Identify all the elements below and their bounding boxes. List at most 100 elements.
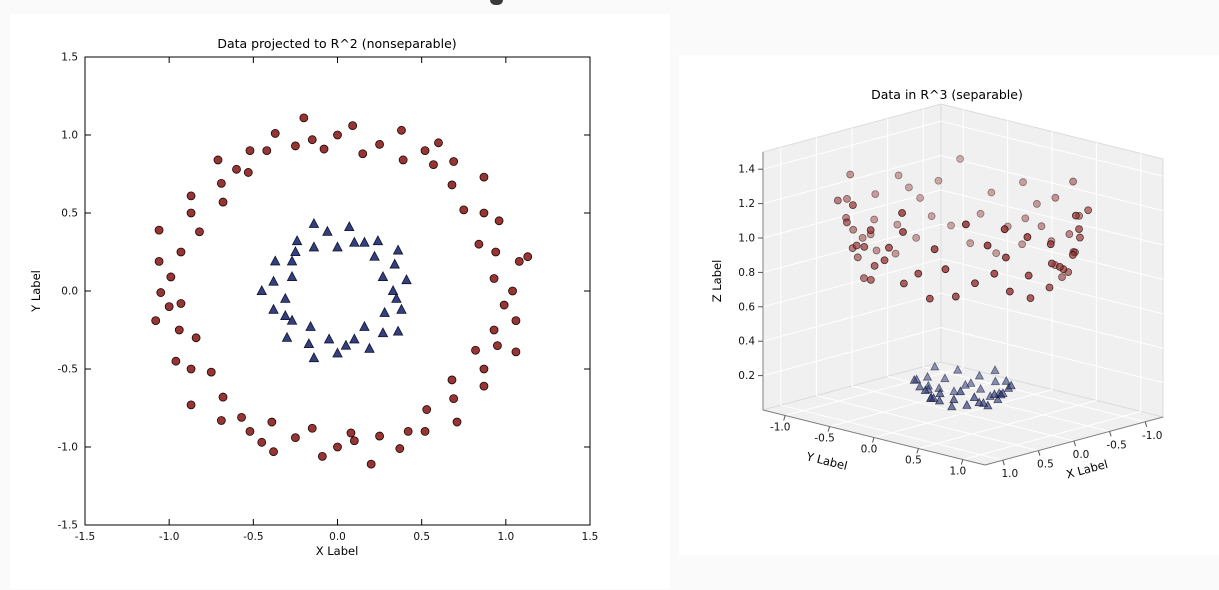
data-point-triangle: [928, 393, 939, 402]
data-point-circle: [983, 241, 992, 250]
data-point-circle: [429, 160, 438, 170]
data-point-circle: [1001, 253, 1010, 262]
data-point-circle: [218, 197, 228, 207]
data-point-circle: [499, 300, 509, 310]
data-point-circle: [333, 442, 342, 452]
plot-area-3d: 1.0 0.5 0.0 -0.5 -1.0 -1.0 -0.5 0.0 0.5 1.0 0.2 0.4…: [738, 103, 1165, 480]
data-point-triangle: [359, 236, 370, 247]
data-point-triangle: [369, 250, 380, 261]
y-tick-label: -1.5: [58, 520, 79, 532]
data-point-circle: [151, 316, 161, 326]
data-point-circle: [176, 247, 186, 257]
data-point-triangle: [286, 314, 298, 325]
data-point-circle: [956, 154, 965, 163]
data-point-circle: [397, 125, 406, 135]
x-tick-label: 0.0: [1073, 449, 1090, 461]
data-point-circle: [523, 252, 533, 262]
data-point-circle: [474, 239, 484, 249]
data-point-circle: [349, 436, 359, 446]
z-tick-label: 0.6: [738, 301, 755, 313]
data-point-circle: [1024, 271, 1033, 280]
x-tick-label: 1.0: [1001, 468, 1018, 480]
data-point-circle: [245, 146, 255, 156]
data-point-circle: [243, 168, 253, 177]
z-tick-label: 1.4: [738, 164, 755, 176]
data-point-circle: [899, 279, 908, 288]
data-point-circle: [471, 345, 480, 355]
data-point-circle: [366, 459, 376, 469]
data-point-triangle: [372, 235, 384, 246]
data-point-circle: [164, 302, 174, 312]
data-point-triangle: [305, 320, 316, 331]
data-point-triangle: [996, 389, 1006, 399]
data-point-circle: [319, 144, 329, 154]
data-point-circle: [1071, 211, 1080, 220]
data-point-triangle: [920, 385, 930, 395]
data-point-circle: [1058, 273, 1066, 282]
data-point-circle: [914, 269, 923, 278]
data-point-circle: [508, 286, 517, 296]
y-tick-label: 0.0: [861, 444, 878, 456]
data-point-circle: [186, 208, 196, 218]
data-point-circle: [489, 325, 499, 335]
data-point-circle: [870, 215, 879, 224]
data-point-circle: [291, 141, 300, 151]
data-point-triangle: [1001, 375, 1011, 385]
data-point-circle: [987, 188, 996, 197]
data-point-circle: [262, 146, 272, 156]
data-point-circle: [842, 218, 851, 227]
data-point-circle: [186, 191, 196, 201]
data-point-triangle: [990, 365, 1000, 374]
data-point-triangle: [392, 325, 404, 336]
data-point-circle: [346, 428, 356, 438]
data-point-circle: [843, 194, 851, 203]
data-point-triangle: [935, 388, 945, 398]
data-point-circle: [833, 196, 842, 205]
data-point-triangle: [286, 271, 298, 281]
data-point-circle: [860, 242, 869, 251]
data-point-circle: [514, 256, 524, 266]
data-point-triangle: [930, 361, 940, 371]
scatter-3d-figure: 1.0 0.5 0.0 -0.5 -1.0 -1.0 -0.5 0.0 0.5 1.0 0.2 0.4…: [679, 55, 1219, 555]
chart2d-title: Data projected to R^2 (nonseparable): [217, 36, 456, 51]
data-point-circle: [1075, 225, 1083, 233]
data-point-triangle: [322, 225, 333, 236]
x-tick-label: -1.0: [1142, 430, 1163, 442]
data-point-triangle: [379, 306, 390, 317]
data-point-circle: [912, 233, 921, 242]
data-point-circle: [191, 333, 201, 343]
data-point-triangle: [291, 235, 303, 246]
grid-line: [873, 389, 1053, 438]
data-point-triangle: [349, 333, 360, 344]
plot-area-2d: -1.5 -1.0 -0.5 0.0 0.5 1.0 1.5 -1.5 -1.0 -0.5 0.0 0…: [58, 52, 599, 544]
data-point-circle: [420, 426, 430, 436]
y-tick-label: 1.0: [61, 130, 78, 142]
data-point-triangle: [974, 397, 984, 407]
data-point-triangle: [387, 285, 399, 295]
data-point-triangle: [989, 389, 1000, 399]
data-point-triangle: [332, 241, 343, 252]
x-tick: [1144, 421, 1148, 427]
data-point-triangle: [940, 373, 950, 383]
data-point-triangle: [909, 374, 919, 384]
grid-line: [762, 120, 942, 170]
data-point-triangle: [955, 386, 966, 396]
data-point-circle: [232, 164, 241, 174]
data-point-circle: [218, 392, 228, 402]
data-point-circle: [992, 249, 1001, 258]
data-point-triangle: [391, 292, 402, 303]
data-point-triangle: [308, 217, 320, 228]
data-point-circle: [489, 274, 499, 283]
data-point-circle: [307, 135, 317, 145]
data-point-circle: [870, 261, 879, 270]
data-point-circle: [866, 226, 875, 235]
y-tick-label: -0.5: [58, 364, 79, 376]
data-point-circle: [154, 256, 164, 266]
data-point-circle: [947, 221, 955, 230]
z-tick-label: 1.0: [738, 233, 755, 245]
data-point-triangle: [349, 236, 360, 247]
scatter-2d-figure: -1.5 -1.0 -0.5 0.0 0.5 1.0 1.5 -1.5 -1.0 -0.5 0.0 0…: [10, 14, 670, 589]
x-tick: [1002, 460, 1005, 466]
data-point-circle: [961, 220, 970, 229]
